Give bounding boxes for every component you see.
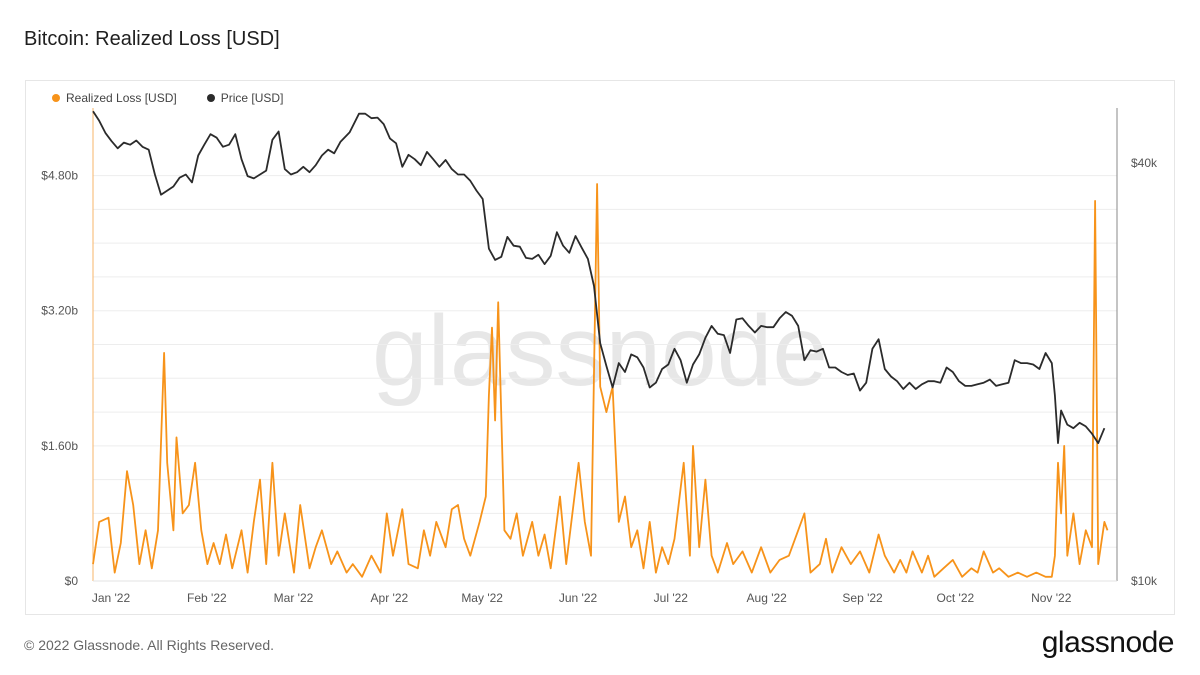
legend-item-price[interactable]: Price [USD] — [206, 91, 284, 105]
y-left-tick-label: $4.80b — [41, 169, 78, 183]
legend-label: Realized Loss [USD] — [66, 91, 177, 105]
series-line-price — [92, 110, 1106, 445]
y-right-tick-label: $40k — [1131, 156, 1158, 170]
legend-dot-icon — [52, 94, 60, 102]
x-tick-label: May '22 — [461, 591, 503, 605]
y-left-tick-label: $0 — [65, 574, 79, 588]
legend-item-realized-loss[interactable]: Realized Loss [USD] — [52, 91, 177, 105]
glassnode-logo: glassnode — [1041, 626, 1175, 659]
series-line-realized-loss — [92, 183, 1109, 578]
x-tick-label: Jan '22 — [92, 591, 131, 605]
x-tick-label: Jul '22 — [654, 591, 689, 605]
x-tick-label: Nov '22 — [1031, 591, 1072, 605]
chart-legend: Realized Loss [USD] Price [USD] — [52, 91, 283, 105]
y-left-tick-label: $3.20b — [41, 304, 78, 318]
y-right-tick-label: $10k — [1131, 574, 1158, 588]
y-left-tick-label: $1.60b — [41, 439, 78, 453]
chart-title: Bitcoin: Realized Loss [USD] — [24, 28, 280, 50]
x-tick-label: Jun '22 — [559, 591, 598, 605]
x-tick-label: Oct '22 — [937, 591, 975, 605]
copyright-text: © 2022 Glassnode. All Rights Reserved. — [24, 637, 275, 653]
x-tick-label: Sep '22 — [842, 591, 883, 605]
legend-dot-icon — [206, 94, 215, 102]
x-tick-label: Feb '22 — [187, 591, 227, 605]
x-tick-label: Mar '22 — [274, 591, 314, 605]
x-tick-label: Apr '22 — [371, 591, 409, 605]
legend-label: Price [USD] — [220, 91, 284, 105]
x-tick-label: Aug '22 — [747, 591, 788, 605]
